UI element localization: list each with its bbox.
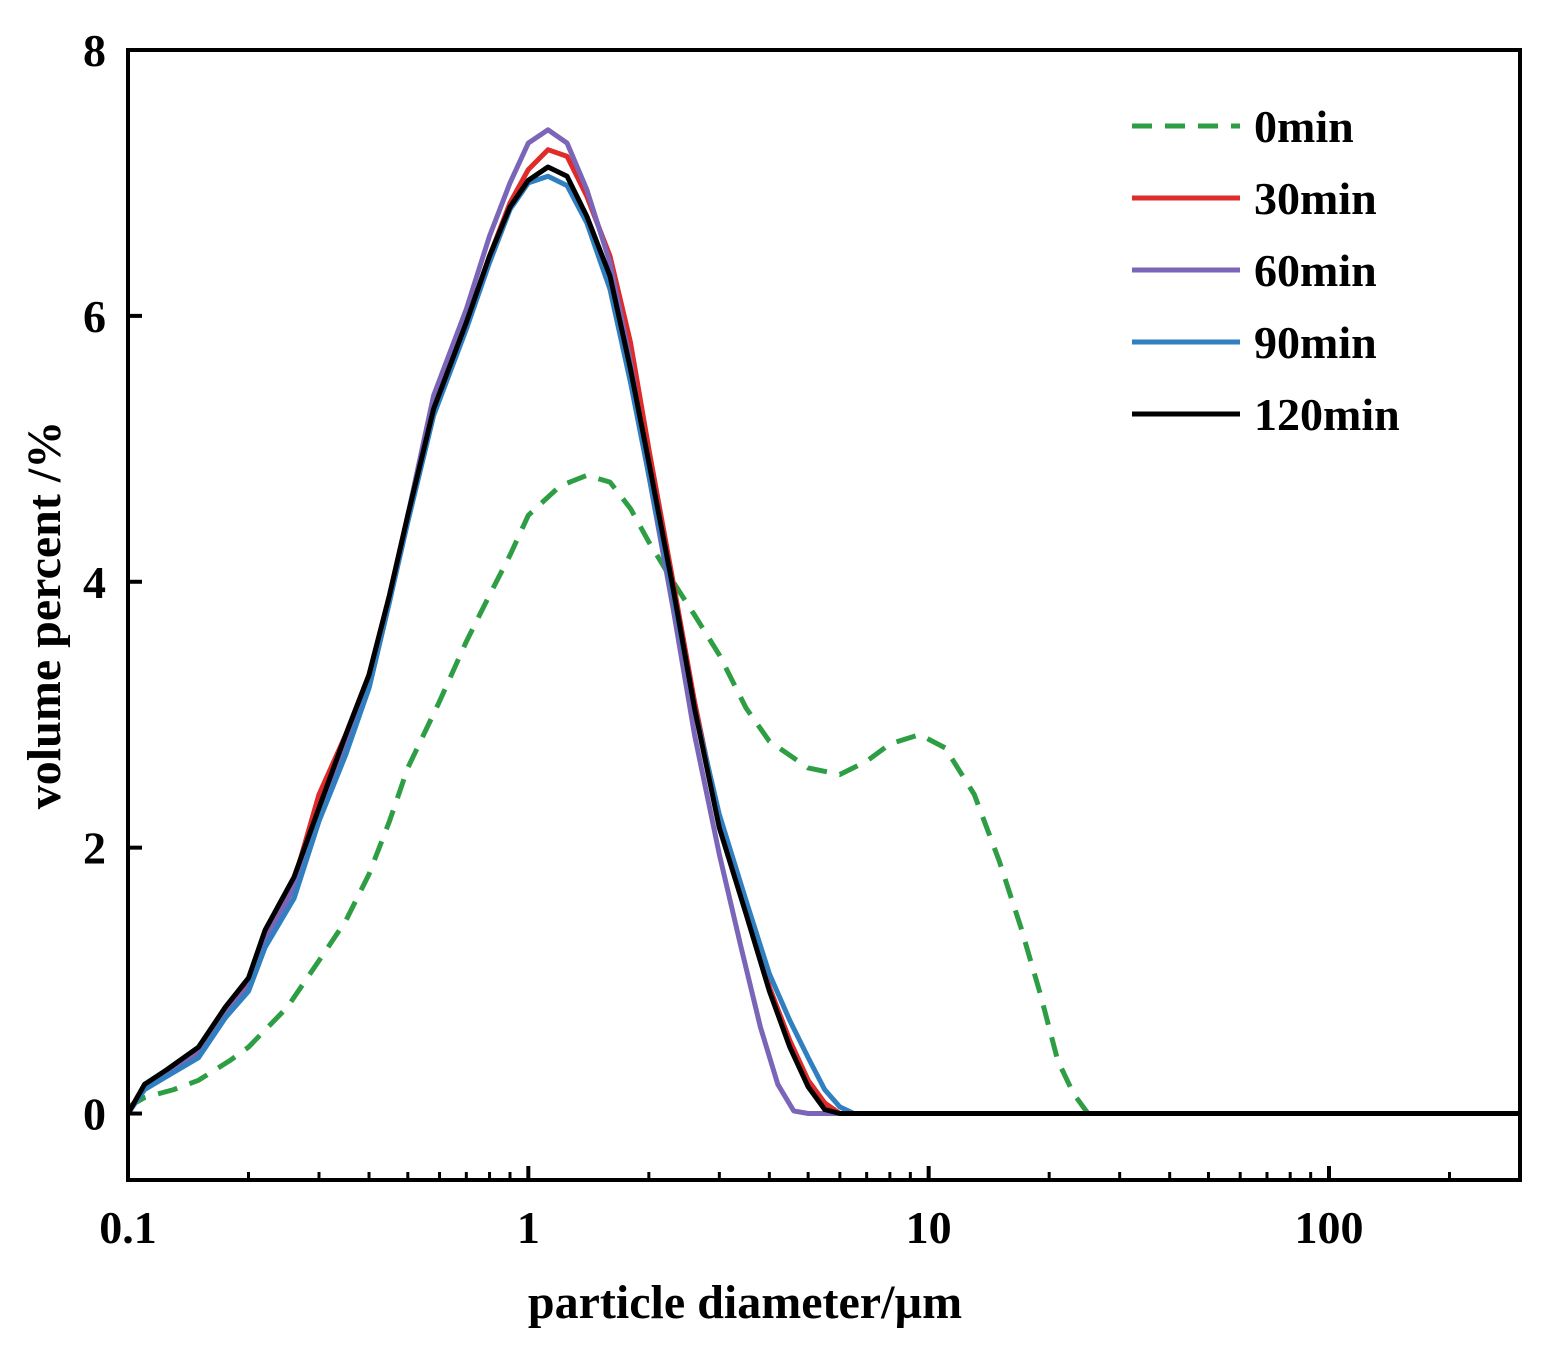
y-tick-label: 8 — [83, 25, 106, 76]
x-tick-label: 1 — [517, 1202, 540, 1253]
labels-layer: 0 2 4 6 8 0.1 1 10 100 — [83, 25, 1363, 1253]
y-axis-title: volume percent /% — [18, 421, 71, 809]
legend-label-60min: 60min — [1254, 245, 1377, 296]
legend: 0min 30min 60min 90min 120min — [1132, 101, 1400, 440]
legend-label-90min: 90min — [1254, 317, 1377, 368]
series-line-120min — [125, 164, 1520, 1116]
x-tick-label: 100 — [1294, 1202, 1363, 1253]
x-axis-title: particle diameter/µm — [528, 1276, 962, 1329]
ticks-layer — [126, 48, 1522, 1180]
y-tick-label: 6 — [83, 291, 106, 342]
y-tick-label: 0 — [83, 1089, 106, 1140]
legend-label-120min: 120min — [1254, 389, 1400, 440]
x-tick-label: 0.1 — [99, 1202, 157, 1253]
legend-label-30min: 30min — [1254, 173, 1377, 224]
y-tick-label: 4 — [83, 557, 106, 608]
series-line-0min — [126, 472, 1520, 1116]
x-tick-label: 10 — [906, 1202, 952, 1253]
y-tick-label: 2 — [83, 823, 106, 874]
legend-label-0min: 0min — [1254, 101, 1354, 152]
plot-frame — [126, 48, 1522, 1182]
series-layer — [125, 127, 1520, 1116]
